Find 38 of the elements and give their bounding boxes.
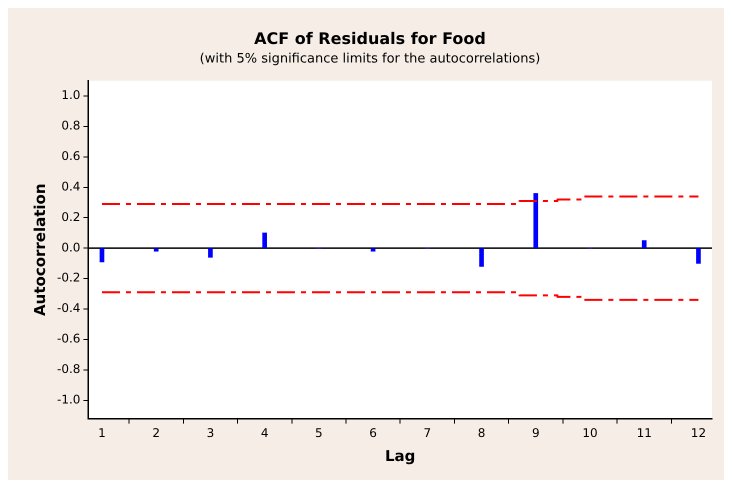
x-tick-label: 2	[152, 426, 160, 440]
x-tick-label: 8	[478, 426, 486, 440]
bar	[479, 248, 484, 267]
y-tick-label: 0.0	[61, 240, 80, 254]
y-tick-label: -0.6	[56, 332, 80, 346]
x-tick-label: 4	[260, 426, 268, 440]
x-tick-label: 5	[315, 426, 323, 440]
x-tick-label: 11	[636, 426, 652, 440]
y-tick-label: -0.4	[56, 301, 80, 316]
x-tick-label: 3	[206, 426, 214, 440]
bar	[262, 232, 267, 248]
y-tick-label: 0.4	[61, 179, 80, 194]
bar	[154, 248, 159, 252]
line-series	[100, 291, 700, 301]
bar	[100, 248, 104, 262]
line-series	[100, 195, 700, 206]
bar	[533, 193, 538, 248]
chart-title: ACF of Residuals for Food	[254, 28, 486, 48]
y-axis-title: Autocorrelation	[30, 183, 49, 316]
x-axis-title: Lag	[384, 446, 416, 465]
y-tick-label: 0.6	[61, 149, 80, 164]
y-tick-label: 1.0	[61, 88, 80, 102]
bar	[642, 240, 647, 248]
y-tick-label: 0.8	[61, 118, 80, 133]
x-tick-label: 10	[582, 426, 598, 440]
x-tick-label: 1	[98, 426, 106, 440]
x-tick-label: 12	[690, 426, 706, 440]
y-tick-label: -0.8	[56, 362, 80, 376]
x-tick-label: 7	[424, 426, 432, 440]
bar	[696, 248, 701, 264]
bar	[208, 248, 213, 258]
x-tick-label: 6	[369, 426, 377, 440]
y-tick-label: -0.2	[56, 270, 80, 285]
y-tick-label: -1.0	[56, 392, 80, 406]
bar	[370, 248, 376, 252]
y-tick-label: 0.2	[61, 210, 80, 224]
x-tick-label: 9	[532, 426, 540, 440]
chart-subtitle: (with 5% significance limits for the autocorrelations)	[200, 51, 540, 66]
